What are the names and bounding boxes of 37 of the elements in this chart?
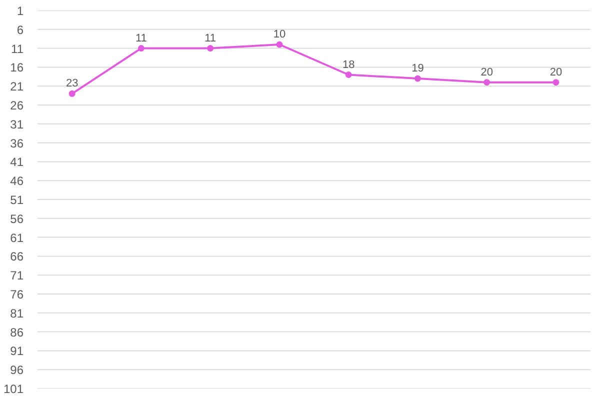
y-tick-label: 51 bbox=[10, 193, 24, 207]
data-label: 18 bbox=[342, 58, 355, 71]
data-label: 23 bbox=[66, 78, 78, 90]
data-label: 20 bbox=[550, 66, 562, 78]
y-tick-label: 91 bbox=[10, 344, 24, 358]
y-tick-label: 41 bbox=[10, 155, 24, 170]
y-tick-label: 26 bbox=[10, 98, 24, 112]
data-label: 10 bbox=[273, 28, 286, 41]
point bbox=[345, 72, 352, 78]
data-label: 11 bbox=[204, 32, 216, 44]
point bbox=[276, 41, 283, 48]
y-tick-label: 16 bbox=[10, 60, 24, 75]
y-tick-label: 1 bbox=[16, 4, 24, 18]
point bbox=[138, 45, 144, 52]
data-label: 19 bbox=[412, 62, 424, 75]
y-tick-label: 61 bbox=[10, 230, 24, 245]
y-tick-label: 96 bbox=[10, 363, 24, 378]
point bbox=[414, 75, 421, 82]
point bbox=[207, 45, 214, 52]
y-tick-label: 81 bbox=[10, 306, 24, 320]
point bbox=[484, 79, 490, 86]
y-tick-label: 36 bbox=[10, 136, 24, 150]
y-tick-label: 6 bbox=[16, 22, 24, 37]
point bbox=[552, 79, 560, 86]
data-label: 11 bbox=[135, 32, 147, 44]
y-tick-label: 31 bbox=[10, 117, 24, 132]
y-tick-label: 71 bbox=[10, 268, 24, 283]
y-tick-label: 66 bbox=[10, 250, 24, 264]
y-tick-label: 76 bbox=[10, 288, 24, 302]
y-tick-label: 46 bbox=[10, 174, 24, 188]
point bbox=[68, 90, 76, 97]
y-tick-label: 56 bbox=[10, 212, 24, 226]
y-tick-label: 86 bbox=[10, 325, 24, 340]
y-tick-label: 11 bbox=[11, 42, 24, 56]
data-label: 20 bbox=[480, 66, 493, 78]
y-tick-label: 101 bbox=[3, 382, 24, 396]
y-tick-label: 21 bbox=[10, 80, 24, 94]
